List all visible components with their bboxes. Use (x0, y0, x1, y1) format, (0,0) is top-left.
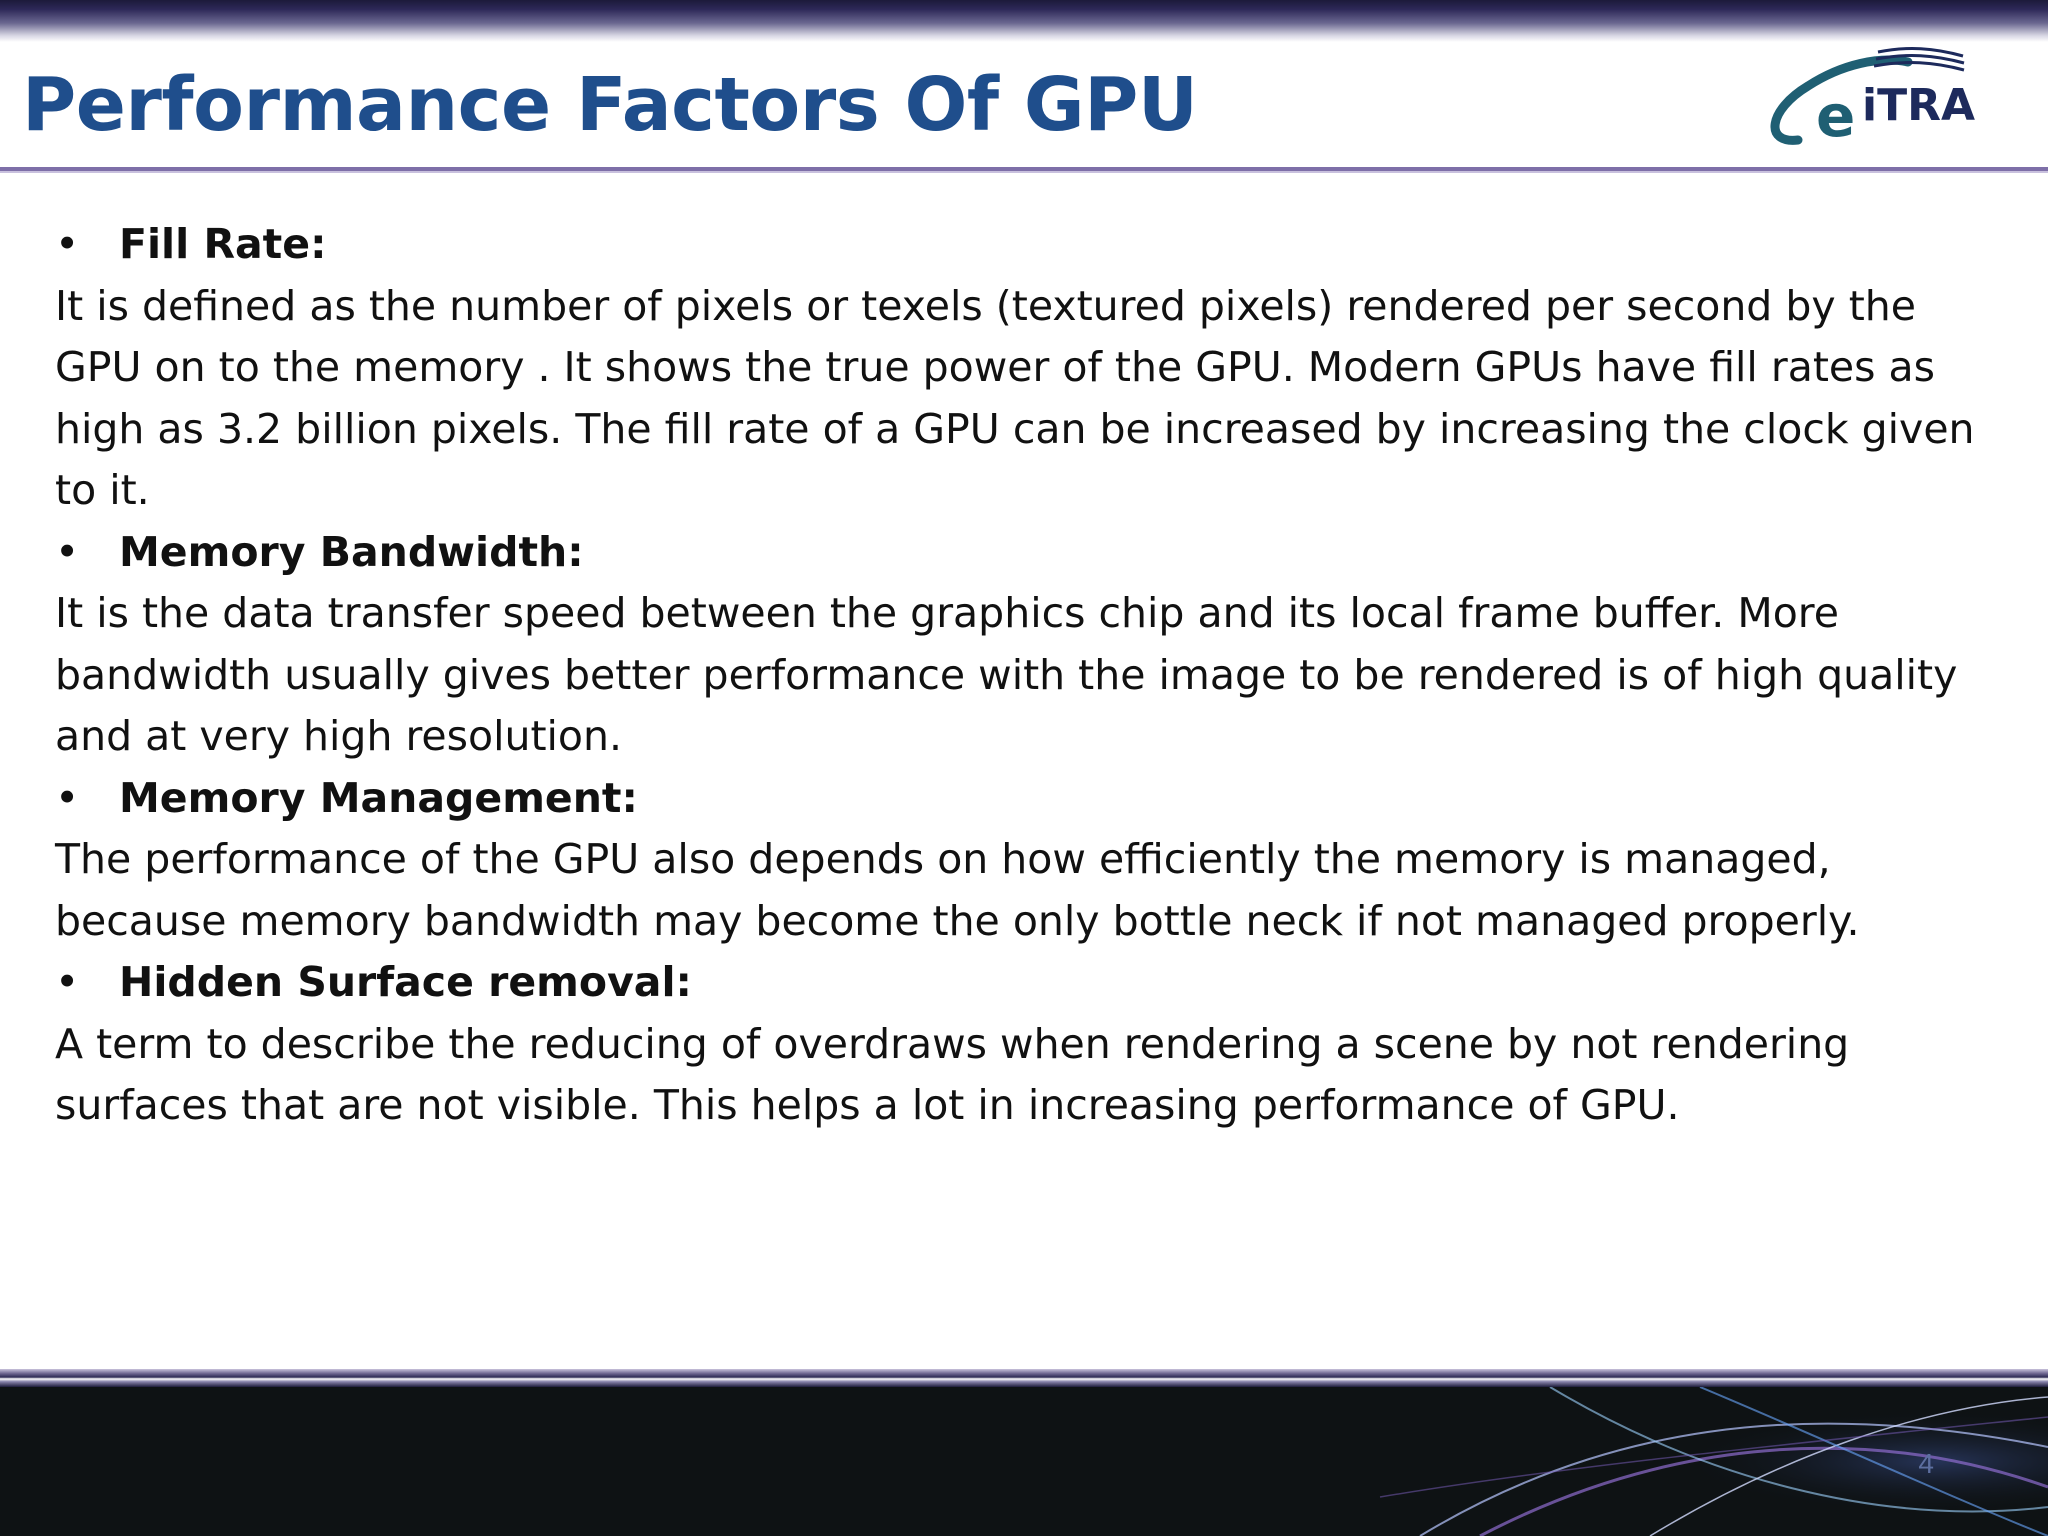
item-heading: Fill Rate: (119, 220, 327, 268)
item-heading-row: • Hidden Surface removal: (55, 952, 2005, 1014)
svg-text:iTRA: iTRA (1862, 80, 1975, 131)
item-heading: Memory Bandwidth: (119, 527, 584, 576)
footer-swirl-graphic (1300, 1387, 2048, 1536)
list-item-memory-bandwidth: • Memory Bandwidth: It is the data trans… (55, 522, 2005, 768)
item-body: The performance of the GPU also depends … (55, 835, 1860, 945)
item-heading-row: • Memory Management: (55, 768, 2005, 830)
list-item-hidden-surface-removal: • Hidden Surface removal: A term to desc… (55, 952, 2005, 1137)
item-body: It is defined as the number of pixels or… (55, 281, 1975, 515)
bullet-icon: • (55, 773, 80, 822)
item-heading-row: • Memory Bandwidth: (55, 522, 2005, 584)
title-divider-shadow (0, 171, 2048, 173)
eitra-logo: e iTRA (1770, 47, 1975, 150)
svg-text:e: e (1816, 82, 1855, 150)
bullet-icon: • (55, 958, 80, 1006)
page-number: 4 (1918, 1448, 1934, 1479)
list-item-fill-rate: • Fill Rate: It is defined as the number… (55, 214, 2005, 522)
footer-divider-lines (0, 1369, 2048, 1387)
bullet-list: • Fill Rate: It is defined as the number… (55, 214, 2005, 1137)
item-body: It is the data transfer speed between th… (55, 589, 1958, 760)
list-item-memory-management: • Memory Management: The performance of … (55, 768, 2005, 953)
title-divider (0, 167, 2048, 171)
item-heading-row: • Fill Rate: (55, 214, 2005, 276)
top-gradient-band (0, 0, 2048, 42)
slide-title: Performance Factors Of GPU (22, 62, 1198, 148)
item-heading: Hidden Surface removal: (119, 958, 692, 1006)
bullet-icon: • (55, 527, 80, 576)
footer-band (0, 1387, 2048, 1536)
item-body: A term to describe the reducing of overd… (55, 1019, 1850, 1130)
bullet-icon: • (55, 220, 80, 268)
item-heading: Memory Management: (119, 773, 638, 822)
